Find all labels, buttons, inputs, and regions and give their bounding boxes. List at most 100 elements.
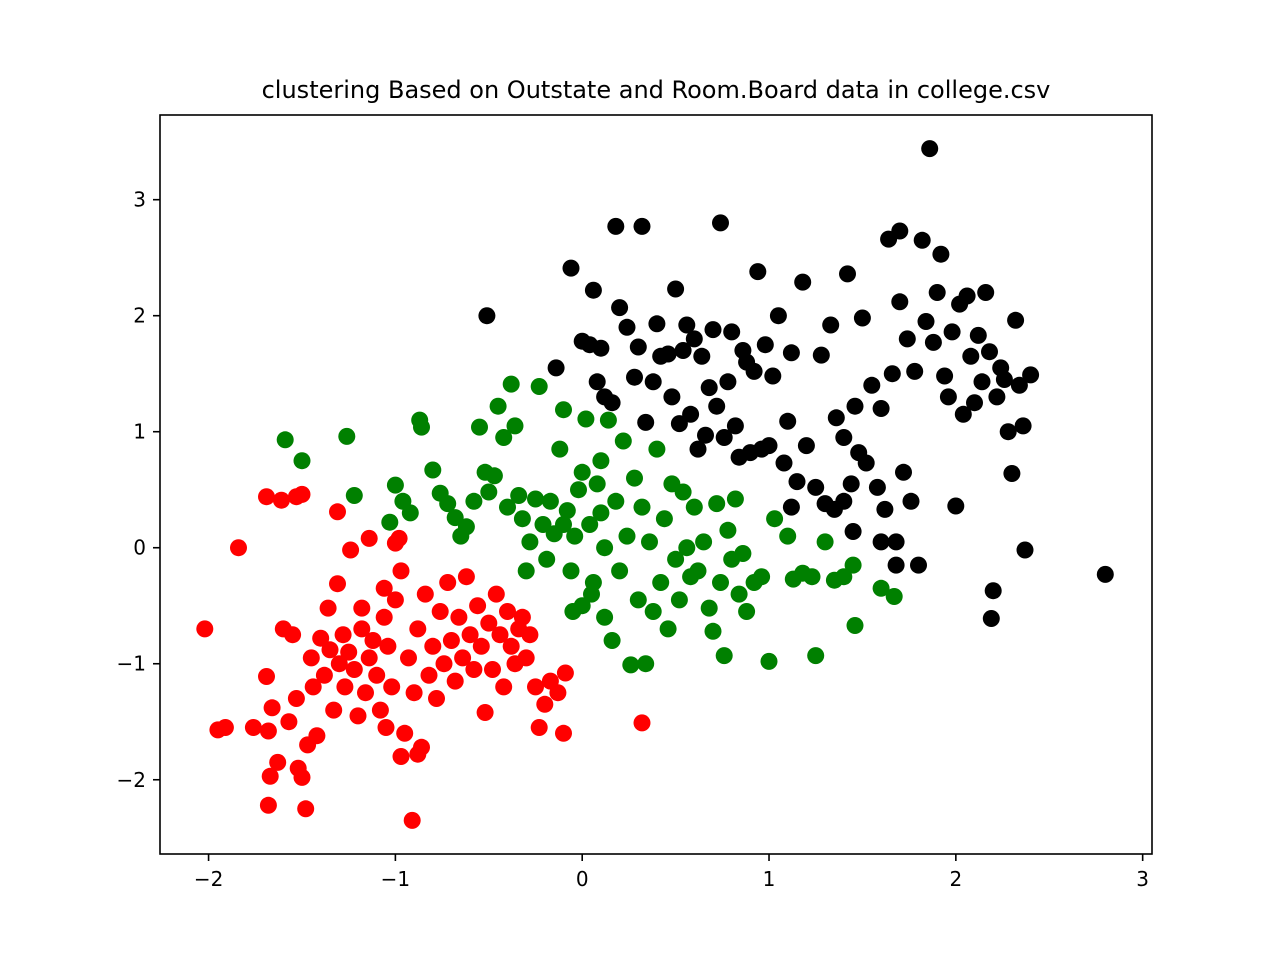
- scatter-point-s1-24: [502, 375, 520, 393]
- scatter-point-s1-50: [603, 632, 621, 649]
- x-axis: −2 −1 0 1 2 3: [194, 854, 1149, 891]
- scatter-point-s1-97: [835, 568, 853, 586]
- scatter-point-s2-74: [887, 533, 905, 551]
- scatter-point-s2-54: [794, 273, 812, 291]
- scatter-point-s1-33: [538, 550, 556, 568]
- scatter-point-s0-56: [416, 585, 434, 603]
- scatter-point-s0-66: [454, 649, 472, 667]
- scatter-point-s2-119: [782, 498, 800, 516]
- scatter-point-s2-76: [895, 463, 912, 481]
- scatter-point-s1-61: [644, 603, 662, 620]
- scatter-point-s0-24: [302, 649, 320, 667]
- scatter-point-s1-73: [689, 562, 707, 580]
- plot-frame: [159, 114, 1153, 855]
- scatter-point-s0-73: [480, 614, 498, 632]
- scatter-point-s1-47: [592, 452, 610, 470]
- scatter-point-s0-43: [371, 701, 389, 719]
- points-layer: [196, 140, 1114, 829]
- scatter-point-s2-114: [872, 533, 890, 551]
- scatter-point-s1-13: [446, 509, 464, 527]
- scatter-point-s1-43: [577, 410, 595, 428]
- scatter-point-s1-80: [719, 521, 737, 539]
- scatter-point-s0-40: [360, 649, 378, 667]
- y-axis: −2 −1 0 1 2 3: [117, 188, 160, 792]
- x-tick-label: −1: [381, 867, 410, 891]
- scatter-point-s0-76: [491, 626, 509, 644]
- scatter-point-s2-35: [715, 429, 733, 446]
- scatter-point-s1-15: [457, 518, 475, 536]
- scatter-point-s0-70: [469, 597, 487, 615]
- scatter-point-s2-32: [704, 321, 722, 339]
- scatter-point-s0-50: [396, 724, 414, 742]
- scatter-point-s2-11: [611, 299, 629, 317]
- scatter-point-s0-98: [353, 599, 371, 617]
- scatter-point-s1-59: [637, 655, 655, 673]
- scatter-point-s1-55: [622, 656, 640, 674]
- scatter-point-s2-47: [760, 437, 778, 455]
- scatter-point-s2-61: [835, 429, 853, 446]
- scatter-point-s2-87: [936, 367, 954, 385]
- scatter-point-s2-50: [775, 454, 793, 472]
- scatter-point-s0-46: [383, 678, 401, 696]
- scatter-point-s2-2: [562, 259, 580, 277]
- scatter-point-s0-38: [353, 620, 371, 638]
- scatter-point-s0-95: [342, 541, 360, 559]
- scatter-point-s2-94: [962, 347, 980, 365]
- scatter-point-s1-75: [700, 599, 718, 617]
- scatter-point-s1-32: [534, 516, 552, 533]
- scatter-point-s1-48: [596, 539, 614, 557]
- scatter-point-s1-74: [695, 533, 713, 551]
- scatter-point-s0-11: [259, 722, 277, 740]
- scatter-point-s2-1: [547, 359, 565, 377]
- scatter-point-s2-100: [984, 582, 1002, 600]
- scatter-point-s0-4: [293, 485, 311, 503]
- scatter-point-s0-91: [556, 664, 574, 682]
- scatter-point-s2-20: [659, 345, 677, 363]
- scatter-point-s2-86: [932, 245, 950, 263]
- scatter-point-s0-72: [476, 704, 494, 721]
- scatter-point-s1-57: [629, 591, 647, 609]
- scatter-point-s0-13: [259, 796, 277, 814]
- scatter-point-s2-89: [943, 323, 961, 341]
- y-tick-label: 0: [133, 536, 146, 560]
- scatter-point-s2-81: [913, 231, 931, 249]
- scatter-point-s1-64: [655, 510, 673, 528]
- scatter-point-s2-25: [678, 316, 696, 334]
- scatter-point-s2-111: [1022, 366, 1040, 384]
- scatter-point-s2-9: [603, 394, 621, 412]
- scatter-point-s0-79: [502, 637, 520, 655]
- scatter-point-s1-49: [599, 411, 617, 429]
- scatter-point-s0-64: [446, 672, 464, 690]
- scatter-point-s0-36: [345, 661, 363, 678]
- scatter-point-s2-82: [917, 313, 935, 330]
- scatter-point-s2-30: [697, 426, 714, 444]
- scatter-point-s2-12: [618, 318, 636, 336]
- scatter-point-s0-29: [321, 641, 339, 659]
- scatter-point-s2-16: [637, 413, 655, 431]
- scatter-point-s1-56: [626, 469, 643, 487]
- scatter-point-s0-6: [196, 620, 214, 638]
- scatter-point-s2-79: [906, 362, 924, 380]
- scatter-point-s0-61: [435, 655, 453, 673]
- scatter-point-s2-85: [928, 284, 946, 301]
- scatter-point-s1-40: [566, 527, 584, 545]
- scatter-point-s2-23: [670, 415, 688, 433]
- scatter-point-s2-7: [592, 339, 610, 357]
- scatter-point-s1-70: [678, 539, 696, 557]
- scatter-point-s2-62: [839, 265, 856, 283]
- scatter-point-s2-104: [995, 371, 1013, 388]
- scatter-point-s2-13: [626, 368, 643, 386]
- scatter-point-s0-31: [329, 575, 346, 593]
- scatter-point-s2-68: [863, 376, 881, 394]
- scatter-point-s1-36: [551, 440, 569, 458]
- scatter-point-s2-67: [857, 454, 875, 472]
- scatter-point-s1-3: [345, 487, 363, 504]
- scatter-point-s1-38: [558, 502, 576, 520]
- scatter-point-s2-106: [1003, 465, 1021, 482]
- scatter-point-s0-26: [308, 727, 326, 745]
- scatter-point-s1-94: [807, 647, 825, 665]
- scatter-point-s2-29: [693, 347, 711, 365]
- scatter-point-s1-79: [715, 647, 733, 665]
- scatter-point-s1-51: [607, 492, 625, 510]
- scatter-point-s1-9: [413, 418, 430, 436]
